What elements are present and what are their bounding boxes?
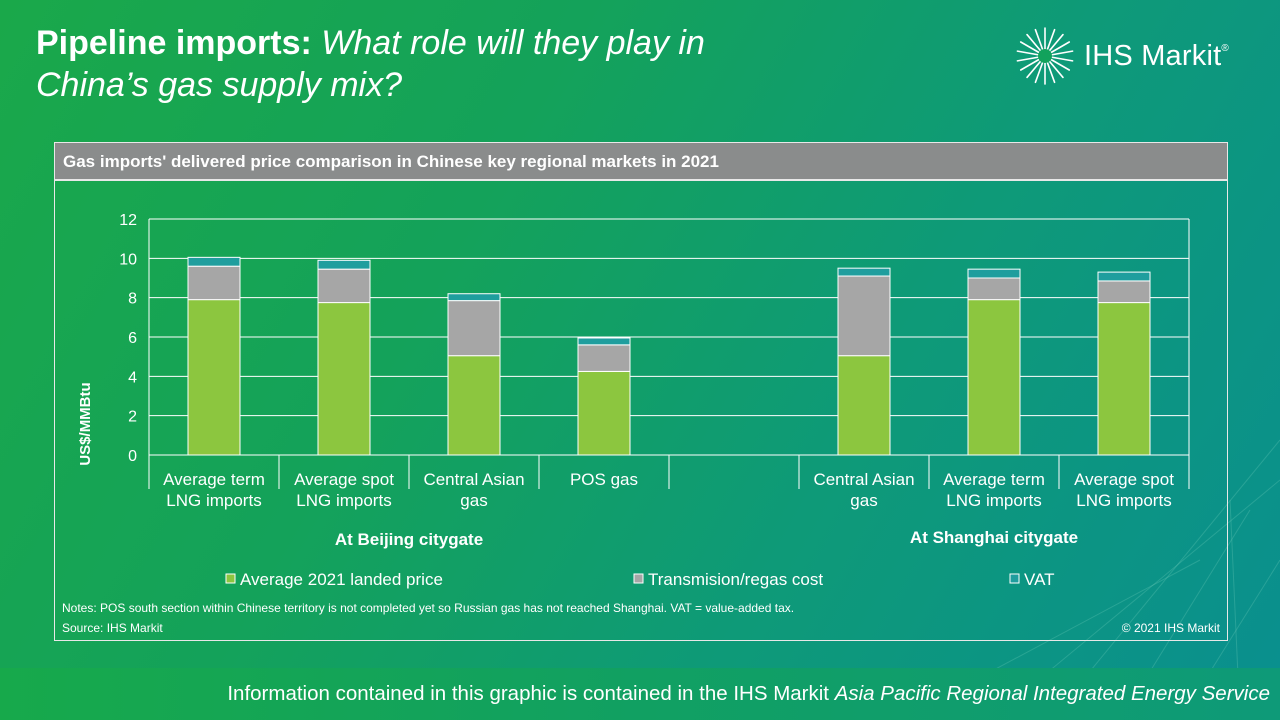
bar-segment-landed xyxy=(187,299,241,456)
stacked-bar-chart: 0 2 4 6 8 10 12 Average term LNG imports Average … xyxy=(62,212,1221,635)
bar-segment-transmission xyxy=(447,300,501,357)
y-tick-label: 12 xyxy=(119,212,137,229)
group-label: At Shanghai citygate xyxy=(910,528,1078,547)
x-tick-label: Central Asian xyxy=(423,470,524,489)
bar-segment-landed xyxy=(317,302,371,456)
bar-segment-vat xyxy=(1097,271,1151,282)
bar-segment-landed xyxy=(1097,302,1151,456)
y-tick-label: 0 xyxy=(128,448,137,465)
x-tick-label: Central Asian xyxy=(813,470,914,489)
bar-segment-landed xyxy=(447,355,501,456)
x-tick-label: gas xyxy=(460,491,487,510)
x-tick-label: LNG imports xyxy=(946,491,1041,510)
legend-label: Average 2021 landed price xyxy=(240,570,443,589)
logo-text: IHS Markit® xyxy=(1084,39,1229,72)
bar-segment-vat xyxy=(577,337,631,346)
x-tick-label: LNG imports xyxy=(1076,491,1171,510)
title-italic-line1: What role will they play in xyxy=(321,24,705,62)
footer-banner: Information contained in this graphic is… xyxy=(0,668,1280,720)
bar-segment-landed xyxy=(837,355,891,456)
chart-panel: Gas imports' delivered price comparison … xyxy=(54,142,1230,642)
labels: 0 2 4 6 8 10 12 Average term LNG imports Average … xyxy=(119,212,1174,589)
bar-segment-transmission xyxy=(577,344,631,372)
x-tick-label: Average term xyxy=(163,470,265,489)
chart-notes: Notes: POS south section within Chinese … xyxy=(62,601,794,615)
footer-text: Information contained in this graphic is… xyxy=(227,682,835,705)
bar-segment-transmission xyxy=(837,275,891,357)
y-tick-label: 4 xyxy=(128,369,137,386)
title-bold: Pipeline imports: xyxy=(36,24,312,62)
legend-swatch xyxy=(225,573,236,584)
x-tick-label: Average spot xyxy=(1074,470,1174,489)
y-tick-label: 10 xyxy=(119,251,137,268)
bar-segment-vat xyxy=(447,293,501,302)
bar-segment-transmission xyxy=(967,277,1021,301)
y-tick-label: 8 xyxy=(128,291,137,308)
ihs-markit-logo: IHS Markit® xyxy=(1014,24,1229,88)
y-axis-label: US$/MMBtu xyxy=(77,382,94,465)
starburst-logo-icon xyxy=(1016,27,1074,85)
chart-body xyxy=(54,180,1228,641)
chart-title: Gas imports' delivered price comparison … xyxy=(54,142,1228,180)
bar-segment-landed xyxy=(967,299,1021,456)
footer-italic: Asia Pacific Regional Integrated Energy … xyxy=(834,682,1270,705)
bar-segment-vat xyxy=(967,268,1021,279)
bar-segment-vat xyxy=(187,256,241,267)
x-tick-label: LNG imports xyxy=(296,491,391,510)
bars xyxy=(187,256,1151,456)
gridlines xyxy=(148,218,1190,489)
bar-segment-vat xyxy=(837,267,891,277)
y-tick-label: 2 xyxy=(128,409,137,426)
bar-segment-transmission xyxy=(187,265,241,301)
bar-segment-landed xyxy=(577,370,631,456)
chart-source: Source: IHS Markit xyxy=(62,621,163,635)
chart-copyright: © 2021 IHS Markit xyxy=(1122,621,1221,635)
group-label: At Beijing citygate xyxy=(335,530,483,549)
bar-segment-transmission xyxy=(317,268,371,304)
bar-segment-vat xyxy=(317,259,371,270)
legend-label: VAT xyxy=(1024,570,1055,589)
x-tick-label: Average term xyxy=(943,470,1045,489)
x-tick-label: gas xyxy=(850,491,877,510)
legend-label: Transmision/regas cost xyxy=(648,570,823,589)
x-tick-label: Average spot xyxy=(294,470,394,489)
x-tick-label: LNG imports xyxy=(166,491,261,510)
bar-segment-transmission xyxy=(1097,280,1151,304)
page-title: Pipeline imports: What role will they pl… xyxy=(36,22,705,106)
legend-swatch xyxy=(1009,573,1020,584)
x-tick-label: POS gas xyxy=(570,470,638,489)
legend-swatch xyxy=(633,573,644,584)
title-italic-line2: China’s gas supply mix? xyxy=(36,66,402,104)
y-tick-label: 6 xyxy=(128,330,137,347)
